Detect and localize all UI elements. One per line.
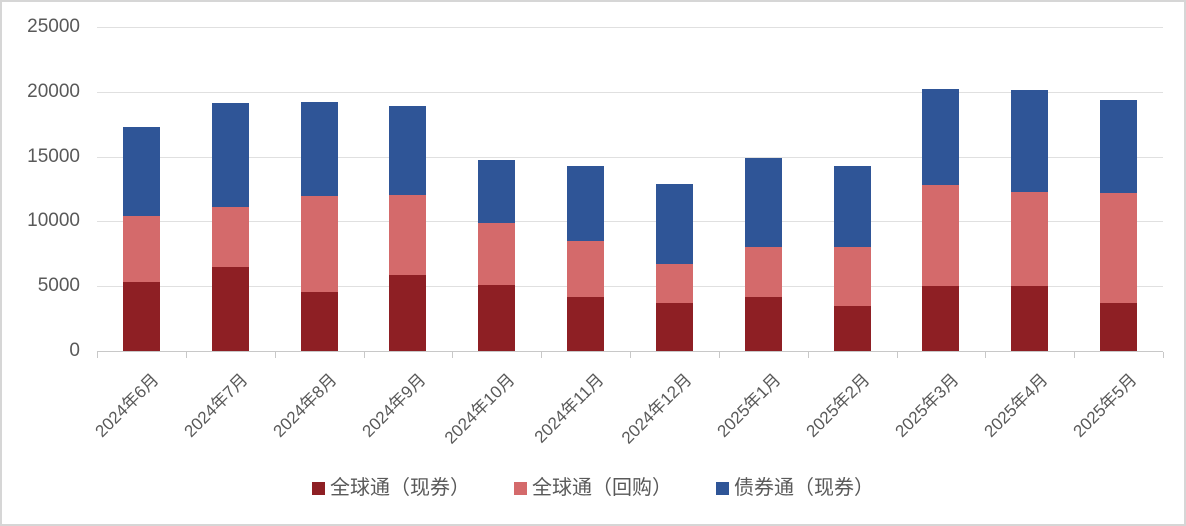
bar-segment-s1-c3 <box>389 195 426 275</box>
legend-label: 债券通（现券） <box>734 477 874 499</box>
bar-segment-s0-c0 <box>123 282 160 351</box>
bar-segment-s1-c4 <box>478 223 515 285</box>
gridline-15000 <box>97 157 1163 158</box>
bar-segment-s1-c5 <box>567 241 604 297</box>
x-axis-tick <box>985 352 986 358</box>
bar-segment-s2-c3 <box>389 106 426 195</box>
x-axis-category-label: 2024年6月 <box>91 370 163 441</box>
x-axis-tick <box>97 352 98 358</box>
bar-segment-s1-c10 <box>1011 192 1048 286</box>
bar-segment-s0-c6 <box>656 303 693 351</box>
x-axis-category-label: 2024年12月 <box>617 370 696 448</box>
x-axis-category-label: 2024年9月 <box>358 370 430 441</box>
bar-segment-s0-c5 <box>567 297 604 351</box>
gridline-20000 <box>97 92 1163 93</box>
y-axis-tick-label: 5000 <box>37 275 80 296</box>
gridline-25000 <box>97 27 1163 28</box>
bar-segment-s0-c4 <box>478 285 515 351</box>
bar-segment-s1-c2 <box>301 196 338 292</box>
legend-label: 全球通（回购） <box>532 477 672 499</box>
bar-segment-s1-c7 <box>745 247 782 297</box>
bar-segment-s0-c3 <box>389 275 426 351</box>
x-axis-tick <box>1163 352 1164 358</box>
x-axis-tick <box>186 352 187 358</box>
x-axis-tick <box>452 352 453 358</box>
bar-segment-s1-c1 <box>212 207 249 267</box>
gridline-10000 <box>97 221 1163 222</box>
legend-item-2: 债券通（现券） <box>716 476 874 500</box>
x-axis-category-label: 2024年11月 <box>530 370 608 447</box>
bar-segment-s0-c8 <box>834 306 871 351</box>
x-axis-tick <box>541 352 542 358</box>
bar-segment-s0-c10 <box>1011 286 1048 351</box>
legend-item-1: 全球通（回购） <box>514 476 672 500</box>
legend-item-0: 全球通（现券） <box>312 476 470 500</box>
bar-segment-s2-c6 <box>656 184 693 264</box>
bar-segment-s0-c1 <box>212 267 249 351</box>
legend-label: 全球通（现券） <box>330 477 470 499</box>
gridline-5000 <box>97 286 1163 287</box>
x-axis-tick <box>630 352 631 358</box>
bar-segment-s2-c4 <box>478 160 515 223</box>
bar-segment-s0-c11 <box>1100 303 1137 351</box>
x-axis-tick <box>808 352 809 358</box>
x-axis-tick <box>275 352 276 358</box>
bar-segment-s2-c9 <box>922 89 959 185</box>
legend: 全球通（现券） 全球通（回购） 债券通（现券） <box>2 476 1184 500</box>
x-axis-category-label: 2025年4月 <box>980 370 1052 441</box>
x-axis-tick <box>364 352 365 358</box>
bar-segment-s2-c5 <box>567 166 604 241</box>
legend-swatch-icon <box>514 481 527 495</box>
bar-segment-s1-c9 <box>922 185 959 286</box>
bar-segment-s2-c11 <box>1100 100 1137 193</box>
bar-segment-s0-c7 <box>745 297 782 351</box>
legend-swatch-icon <box>312 481 325 495</box>
bar-segment-s1-c0 <box>123 216 160 282</box>
bar-segment-s0-c9 <box>922 286 959 351</box>
bar-segment-s2-c1 <box>212 103 249 207</box>
x-axis-category-label: 2025年1月 <box>713 370 785 441</box>
y-axis-tick-label: 25000 <box>27 16 80 37</box>
x-axis-line <box>97 351 1163 352</box>
bar-segment-s2-c2 <box>301 102 338 196</box>
bar-segment-s0-c2 <box>301 292 338 351</box>
x-axis-category-label: 2024年10月 <box>440 370 519 448</box>
bar-segment-s1-c8 <box>834 247 871 306</box>
y-axis-tick-label: 20000 <box>27 81 80 102</box>
x-axis-tick <box>719 352 720 358</box>
x-axis-category-label: 2025年5月 <box>1069 370 1141 441</box>
y-axis-tick-label: 15000 <box>27 146 80 167</box>
x-axis-category-label: 2024年7月 <box>180 370 252 441</box>
x-axis-category-label: 2025年3月 <box>891 370 963 441</box>
x-axis-tick <box>1074 352 1075 358</box>
bar-segment-s1-c6 <box>656 264 693 303</box>
y-axis-tick-label: 0 <box>69 340 80 361</box>
x-axis-category-label: 2025年2月 <box>802 370 874 441</box>
y-axis-tick-label: 10000 <box>27 210 80 231</box>
bar-segment-s2-c0 <box>123 127 160 216</box>
bar-segment-s2-c10 <box>1011 90 1048 192</box>
x-axis-category-label: 2024年8月 <box>269 370 341 441</box>
legend-swatch-icon <box>716 481 729 495</box>
bar-segment-s1-c11 <box>1100 193 1137 303</box>
bar-segment-s2-c7 <box>745 158 782 247</box>
x-axis-tick <box>897 352 898 358</box>
bar-segment-s2-c8 <box>834 166 871 247</box>
